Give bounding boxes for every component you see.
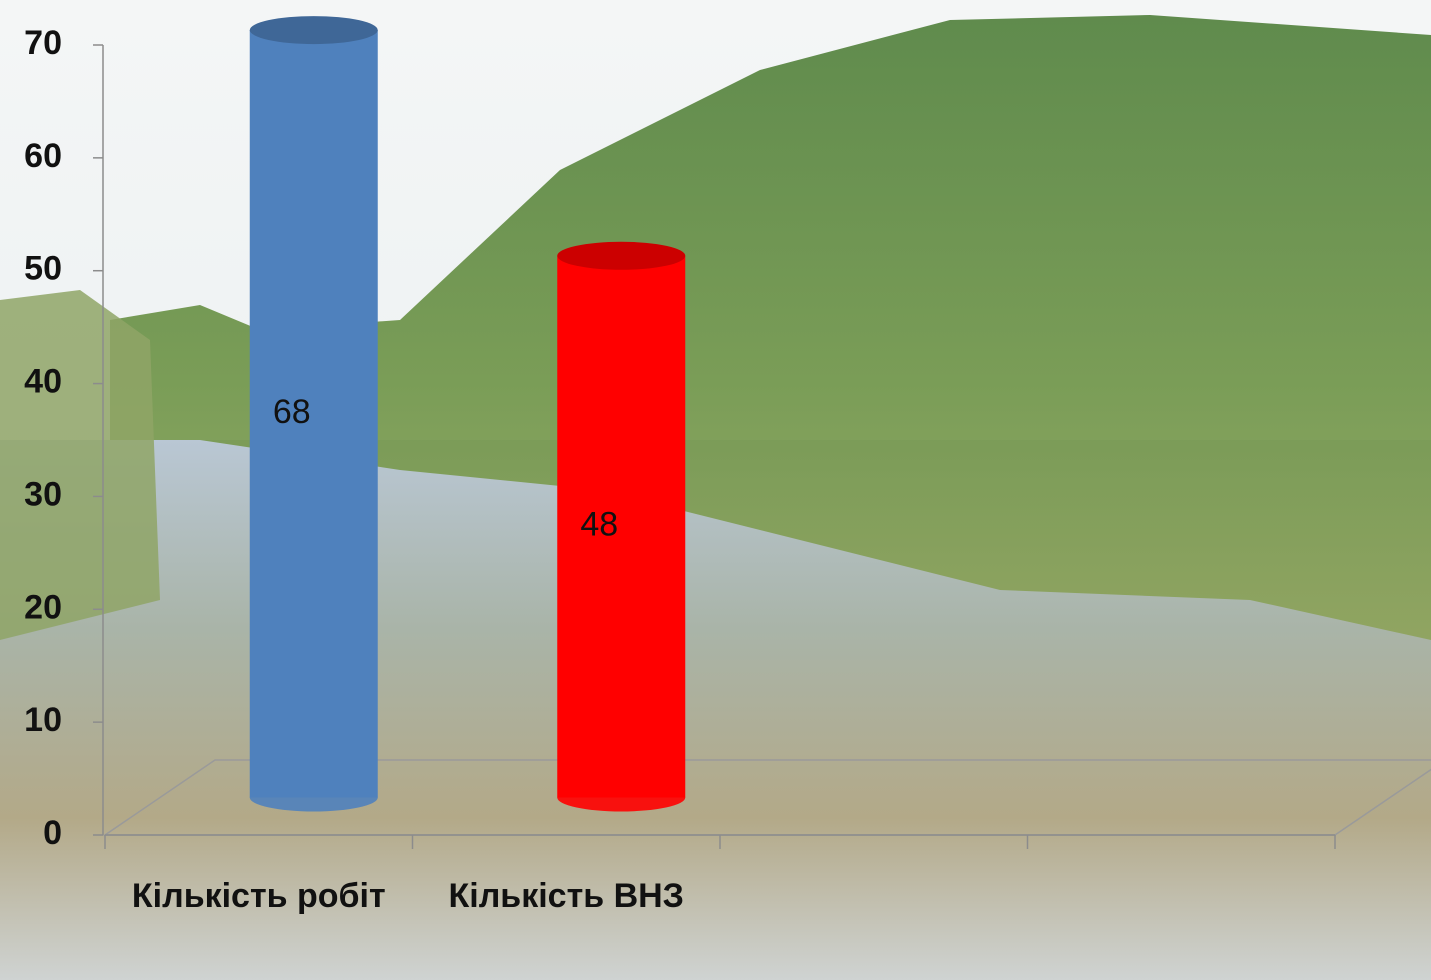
- y-tick-label: 10: [24, 701, 62, 739]
- bar-top: [249, 16, 378, 45]
- x-tick-label: Кількість ВНЗ: [448, 877, 684, 915]
- y-tick-label: 40: [24, 363, 62, 401]
- y-tick-label: 60: [24, 137, 62, 175]
- y-tick-label: 30: [24, 475, 62, 513]
- data-label: 48: [580, 506, 618, 544]
- data-label: 68: [273, 393, 311, 431]
- background-trees: [0, 290, 160, 640]
- bar: [557, 255, 686, 798]
- bar-top: [557, 241, 686, 270]
- bar: [249, 30, 378, 798]
- plot: 0 10 20 30 40 50 60 70 68 48: [24, 16, 1431, 852]
- y-tick-label: 20: [24, 588, 62, 626]
- y-tick-label: 0: [43, 814, 62, 852]
- background-hill: [110, 15, 1431, 640]
- x-tick-label: Кількість робіт: [131, 877, 386, 915]
- y-tick-label: 50: [24, 250, 62, 288]
- y-tick-label: 70: [24, 24, 62, 62]
